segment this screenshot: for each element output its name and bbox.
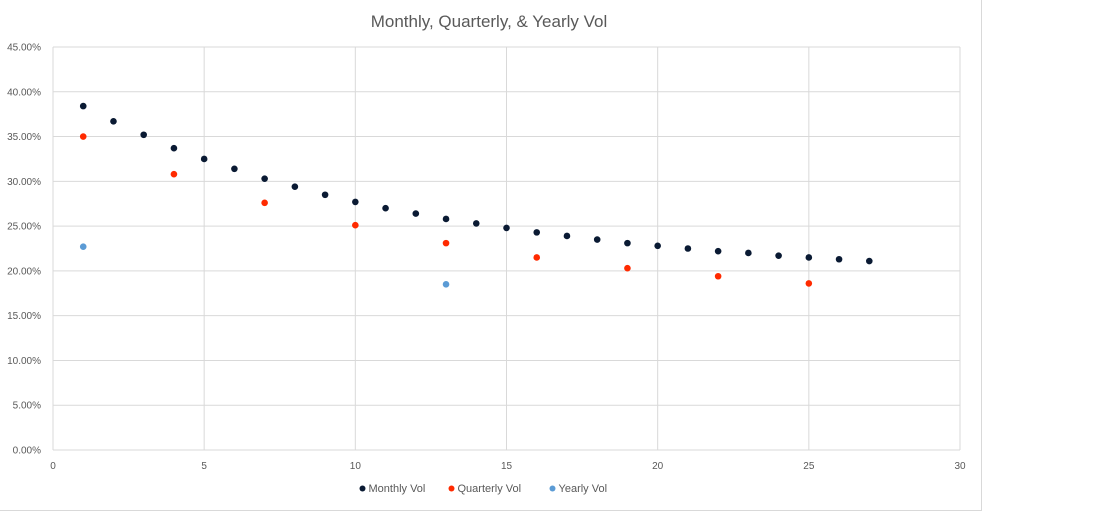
grid — [52, 46, 961, 451]
data-point — [866, 257, 873, 265]
data-point — [533, 229, 541, 236]
x-tick-label: 30 — [954, 461, 966, 472]
data-point — [79, 243, 87, 251]
data-point — [654, 242, 661, 250]
y-tick-label: 5.00% — [13, 401, 41, 412]
data-point — [472, 220, 480, 227]
data-point — [745, 249, 752, 257]
y-tick-label: 15.00% — [7, 311, 41, 322]
data-point — [382, 204, 389, 212]
data-point — [352, 221, 359, 229]
data-point — [261, 175, 268, 182]
data-point — [110, 118, 117, 125]
legend-item: Monthly Vol — [359, 483, 426, 495]
data-point — [442, 281, 450, 288]
data-points — [79, 102, 873, 288]
y-tick-label: 45.00% — [7, 43, 41, 54]
x-tick-label: 5 — [201, 461, 207, 472]
legend-item: Quarterly Vol — [448, 483, 522, 495]
data-point — [805, 280, 813, 287]
y-axis-tick-labels: 0.00% 5.00% 10.00% 15.00% 20.00% 25.00% 30.00%… — [7, 43, 41, 457]
x-tick-label: 25 — [803, 461, 815, 472]
data-point — [805, 254, 813, 261]
data-point — [533, 254, 541, 261]
data-point — [563, 232, 571, 240]
series-yearly-vol — [79, 243, 450, 288]
series-monthly-vol — [79, 102, 873, 265]
chart-title: Monthly, Quarterly, & Yearly Vol — [371, 12, 608, 31]
legend-marker — [549, 485, 556, 492]
y-tick-label: 35.00% — [7, 132, 41, 143]
data-point — [231, 165, 238, 173]
legend-label: Quarterly Vol — [458, 483, 522, 495]
scatter-chart: Monthly, Quarterly, & Yearly Vol 0.00% 5.… — [7, 12, 966, 495]
x-tick-label: 15 — [501, 461, 513, 472]
data-point — [321, 191, 329, 199]
data-point — [200, 155, 208, 163]
legend-marker — [359, 485, 366, 492]
chart-area: Monthly, Quarterly, & Yearly Vol 0.00% 5.… — [0, 0, 982, 511]
data-point — [79, 102, 87, 110]
y-tick-label: 40.00% — [7, 87, 41, 98]
data-point — [775, 252, 782, 259]
x-axis-tick-labels: 0 5 10 15 20 25 30 — [50, 461, 966, 472]
data-point — [442, 215, 450, 223]
data-point — [79, 133, 87, 140]
legend-label: Monthly Vol — [369, 483, 426, 495]
data-point — [835, 255, 843, 263]
data-point — [140, 131, 147, 139]
series-quarterly-vol — [79, 133, 813, 287]
x-tick-label: 20 — [652, 461, 664, 472]
data-point — [714, 247, 722, 255]
x-tick-label: 0 — [50, 461, 56, 472]
data-point — [593, 236, 601, 243]
data-point — [624, 239, 631, 247]
data-point — [412, 210, 420, 217]
data-point — [714, 272, 722, 280]
legend-marker — [448, 485, 455, 492]
data-point — [503, 224, 510, 232]
data-point — [624, 264, 631, 272]
y-tick-label: 25.00% — [7, 222, 41, 233]
data-point — [170, 170, 178, 178]
data-point — [261, 199, 268, 207]
data-point — [684, 245, 692, 252]
y-tick-label: 30.00% — [7, 177, 41, 188]
legend-item: Yearly Vol — [549, 483, 608, 495]
data-point — [291, 183, 299, 191]
x-tick-label: 10 — [350, 461, 362, 472]
y-tick-label: 0.00% — [13, 446, 41, 457]
legend-label: Yearly Vol — [559, 483, 608, 495]
data-point — [170, 144, 178, 152]
data-point — [352, 198, 359, 206]
y-tick-label: 20.00% — [7, 266, 41, 277]
legend: Monthly Vol Quarterly Vol Yearly Vol — [359, 483, 608, 495]
data-point — [442, 239, 450, 247]
y-tick-label: 10.00% — [7, 356, 41, 367]
